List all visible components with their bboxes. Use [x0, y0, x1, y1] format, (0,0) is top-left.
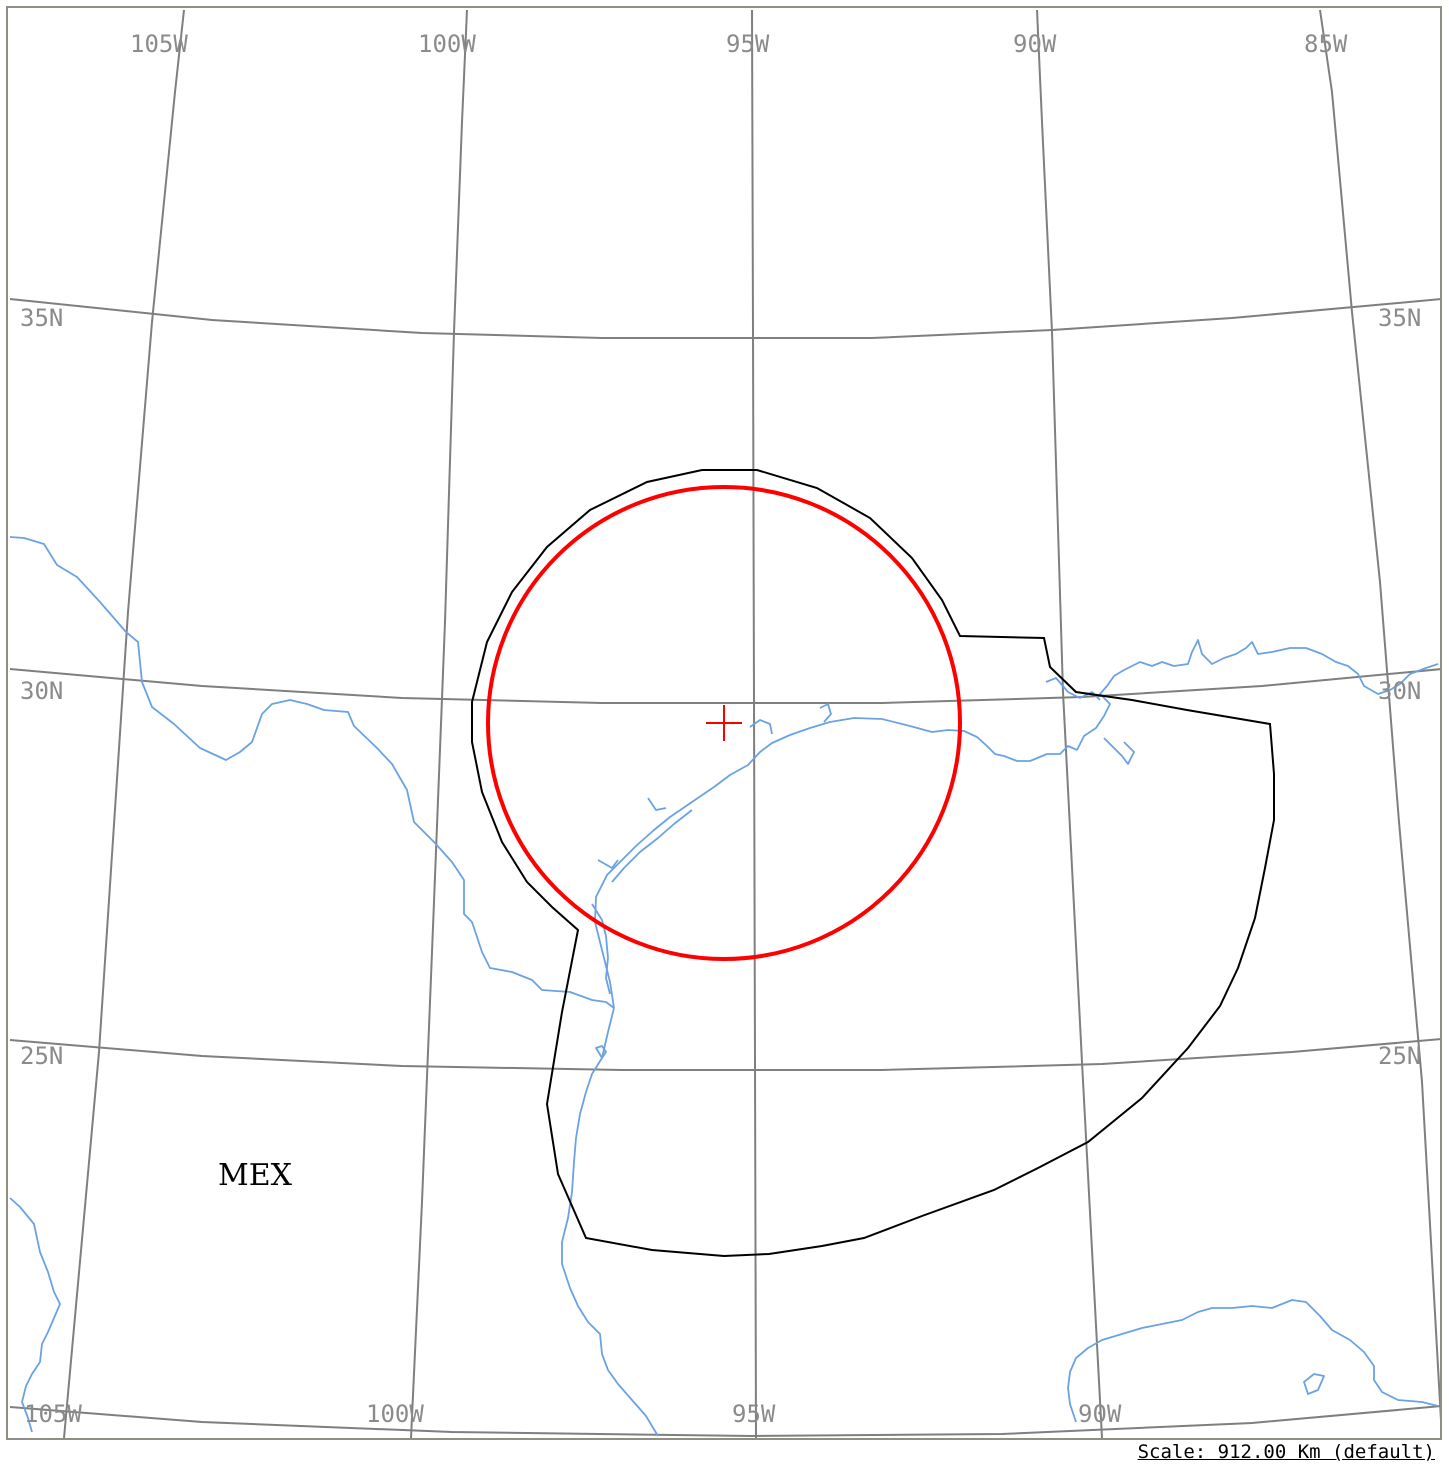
top-lon-label-105w: 105W: [130, 30, 188, 58]
parallel-20n: [9, 1405, 1440, 1438]
bottom-longitude-labels: 105W 100W 95W 90W: [24, 1400, 1122, 1428]
top-lon-label-95w: 95W: [726, 30, 770, 58]
country-label-mex: MEX: [218, 1158, 293, 1193]
texas-barrier-islands: [591, 703, 832, 995]
left-lat-label-30n: 30N: [20, 677, 63, 705]
meridian-85w: [1319, 9, 1440, 1421]
graticule: [9, 9, 1440, 1438]
left-latitude-labels: 35N 30N 25N: [20, 304, 63, 1070]
right-lat-label-25n: 25N: [1378, 1042, 1421, 1070]
pacific-coast-baja: [9, 1197, 61, 1433]
us-mexico-border: [9, 536, 615, 1009]
mexico-gulf-coast: [561, 1007, 659, 1437]
top-lon-label-85w: 85W: [1304, 30, 1348, 58]
left-lat-label-35n: 35N: [20, 304, 63, 332]
red-crosshair-icon: [706, 705, 742, 741]
yucatan-peninsula: [1067, 1299, 1439, 1423]
right-lat-label-30n: 30N: [1378, 677, 1421, 705]
coverage-area-outline: [471, 469, 1275, 1258]
bottom-lon-label-100w: 100W: [366, 1400, 424, 1428]
map-frame[interactable]: 105W 100W 95W 90W 85W 105W 100W 95W 90W …: [6, 6, 1442, 1440]
top-lon-label-90w: 90W: [1013, 30, 1057, 58]
bottom-lon-label-95w: 95W: [732, 1400, 776, 1428]
parallel-35n: [9, 298, 1440, 339]
range-circle: [486, 485, 962, 961]
coastlines: [9, 536, 1439, 1437]
meridian-105w: [63, 9, 185, 1438]
scale-readout: Scale: 912.00 Km (default): [1137, 1441, 1435, 1463]
louisiana-delta: [1045, 639, 1439, 765]
gulf-coast-texas: [594, 717, 1078, 1009]
bottom-lon-label-90w: 90W: [1078, 1400, 1122, 1428]
right-lat-label-35n: 35N: [1378, 304, 1421, 332]
bottom-lon-label-105w: 105W: [24, 1400, 82, 1428]
top-lon-label-100w: 100W: [418, 30, 476, 58]
left-lat-label-25n: 25N: [20, 1042, 63, 1070]
meridian-100w: [410, 9, 468, 1438]
map-canvas[interactable]: 105W 100W 95W 90W 85W 105W 100W 95W 90W …: [8, 8, 1440, 1438]
parallel-30n: [9, 668, 1440, 704]
right-latitude-labels: 35N 30N 25N: [1378, 304, 1421, 1070]
parallel-25n: [9, 1038, 1440, 1071]
meridian-90w: [1036, 9, 1103, 1438]
top-longitude-labels: 105W 100W 95W 90W 85W: [130, 30, 1348, 58]
